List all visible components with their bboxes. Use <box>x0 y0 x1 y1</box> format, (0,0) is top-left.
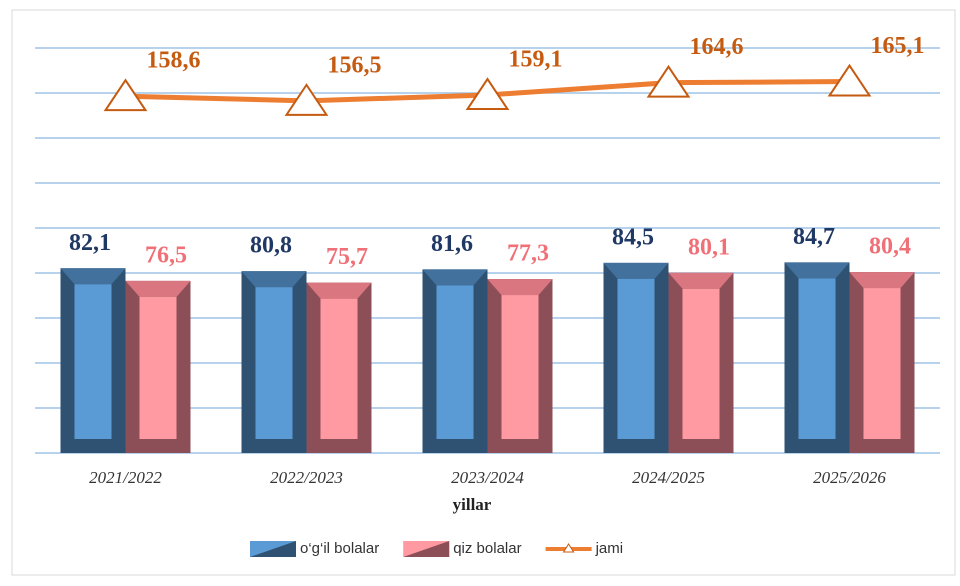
legend-swatch-shade <box>403 541 450 557</box>
x-axis-title: yillar <box>453 495 492 514</box>
bar-face <box>255 287 293 439</box>
line-marker <box>284 83 329 116</box>
line-marker <box>646 64 691 98</box>
legend-swatch-shade <box>250 541 296 557</box>
bar-bevel <box>784 262 850 279</box>
bar-face <box>436 285 474 439</box>
legend-label: qiz bolalar <box>453 540 521 557</box>
data-label: 156,5 <box>328 52 382 78</box>
bar-bevel <box>241 271 307 288</box>
data-label: 80,4 <box>869 234 911 260</box>
bar-face <box>863 288 901 439</box>
x-tick-label: 2021/2022 <box>89 468 162 487</box>
bar-bevel <box>487 279 553 296</box>
line-marker <box>827 63 872 97</box>
data-label: 76,5 <box>145 242 187 268</box>
bar-bevel <box>603 262 669 279</box>
data-label: 84,5 <box>612 224 654 250</box>
bar-bevel <box>422 269 488 286</box>
bar-bevel <box>125 280 191 297</box>
data-label: 80,8 <box>250 233 292 259</box>
data-label: 81,6 <box>431 231 473 257</box>
data-label: 75,7 <box>326 244 368 270</box>
x-tick-label: 2023/2024 <box>451 468 524 487</box>
legend-marker <box>562 543 575 553</box>
data-label: 84,7 <box>793 224 835 250</box>
bar-bevel <box>668 272 734 289</box>
data-label: 159,1 <box>509 47 563 73</box>
bar-bevel <box>306 282 372 299</box>
bar-face <box>617 278 655 439</box>
bar-face <box>501 295 539 439</box>
legend-label: o‘g‘il bolalar <box>300 540 379 557</box>
x-tick-label: 2022/2023 <box>270 468 343 487</box>
bar-face <box>139 296 177 439</box>
x-tick-label: 2025/2026 <box>813 468 886 487</box>
x-tick-label: 2024/2025 <box>632 468 705 487</box>
bar-face <box>798 278 836 439</box>
bar-bevel <box>849 272 915 289</box>
data-label: 165,1 <box>871 33 925 59</box>
line-marker <box>465 77 510 111</box>
data-label: 82,1 <box>69 230 111 256</box>
bar-bevel <box>60 268 126 285</box>
data-label: 164,6 <box>690 34 744 60</box>
bar-face <box>682 288 720 439</box>
bar-face <box>320 298 358 439</box>
line-marker <box>103 78 148 112</box>
data-label: 158,6 <box>147 48 201 74</box>
bar-face <box>74 284 112 439</box>
data-label: 77,3 <box>507 241 549 267</box>
data-label: 80,1 <box>688 234 730 260</box>
legend-label: jami <box>595 540 624 557</box>
